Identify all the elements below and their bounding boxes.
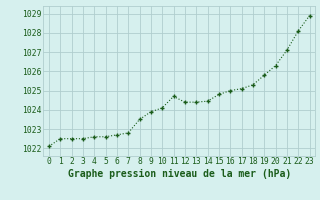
- X-axis label: Graphe pression niveau de la mer (hPa): Graphe pression niveau de la mer (hPa): [68, 169, 291, 179]
